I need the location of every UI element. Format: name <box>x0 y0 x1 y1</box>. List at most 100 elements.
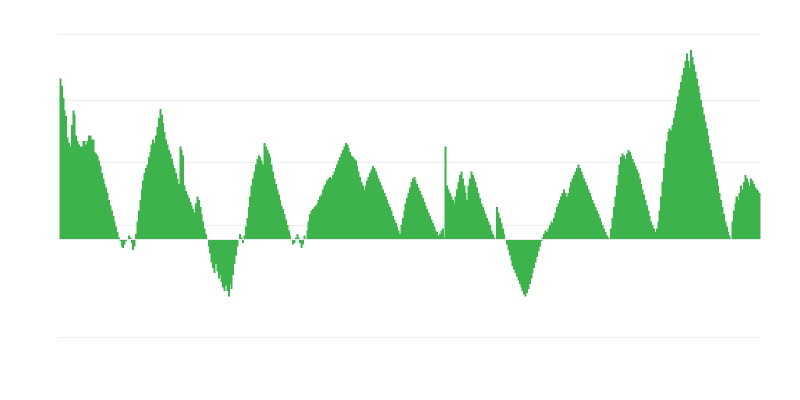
data-bar <box>588 192 591 240</box>
data-bar <box>87 135 90 240</box>
data-bar <box>493 237 496 240</box>
data-bar <box>680 82 683 240</box>
data-bar <box>162 123 165 240</box>
data-bar <box>293 239 296 243</box>
data-bar <box>159 108 162 240</box>
data-bar <box>125 239 128 241</box>
data-bar <box>528 239 531 284</box>
data-bar <box>284 219 287 240</box>
data-bar <box>486 217 489 240</box>
data-bar <box>578 167 581 240</box>
data-bar <box>453 203 456 240</box>
data-bar <box>223 239 226 291</box>
data-bar <box>731 221 734 240</box>
data-bar <box>239 233 242 240</box>
data-bar <box>349 151 352 240</box>
data-bar <box>484 214 487 240</box>
data-bar <box>652 228 656 240</box>
data-bar <box>601 224 604 240</box>
data-bar <box>658 210 661 240</box>
data-bar <box>727 232 730 240</box>
data-bar <box>186 194 189 240</box>
data-bar <box>184 191 188 240</box>
data-bar <box>752 183 755 240</box>
data-bar <box>313 207 316 240</box>
data-bar <box>718 192 721 240</box>
data-bar <box>307 221 310 240</box>
data-bar <box>199 207 202 240</box>
data-bar <box>467 185 470 240</box>
data-bar <box>120 239 123 247</box>
data-bar <box>664 153 667 240</box>
data-bar <box>130 239 133 243</box>
data-bar <box>605 235 608 240</box>
data-bar <box>180 149 183 240</box>
data-bar <box>79 146 82 240</box>
data-bar <box>647 210 650 240</box>
data-bar <box>212 239 215 268</box>
data-bar <box>354 160 357 240</box>
data-bar <box>361 185 364 240</box>
data-bar <box>590 196 593 240</box>
data-bar <box>674 110 677 240</box>
data-bar <box>702 114 705 240</box>
data-bar <box>103 183 106 240</box>
data-bar <box>748 185 751 240</box>
data-bar <box>508 239 511 256</box>
data-bar <box>490 230 493 240</box>
data-bar <box>431 223 434 240</box>
data-bar <box>454 196 457 240</box>
data-bar <box>243 235 246 240</box>
data-bar <box>377 178 380 240</box>
data-bar <box>399 233 402 240</box>
data-bar <box>246 217 249 240</box>
data-bar <box>176 178 179 240</box>
data-bar <box>643 194 646 240</box>
data-bar <box>123 239 126 245</box>
data-bar <box>262 164 265 240</box>
data-bar <box>573 174 576 240</box>
data-bar <box>705 128 708 240</box>
data-bar <box>309 214 312 240</box>
data-bar <box>280 205 283 240</box>
data-bar <box>488 224 491 240</box>
data-bar <box>220 239 223 283</box>
data-bar <box>89 135 92 240</box>
data-bar <box>83 141 86 240</box>
data-bar <box>521 239 524 291</box>
data-bar <box>447 189 450 240</box>
data-bar <box>633 162 636 240</box>
data-bar <box>85 144 88 240</box>
data-bar <box>339 157 342 240</box>
data-bar <box>440 230 443 240</box>
data-bar <box>537 239 540 252</box>
data-bar <box>272 171 275 240</box>
data-bar <box>584 182 587 240</box>
data-bar <box>115 226 118 240</box>
data-bar <box>277 194 280 240</box>
data-bar <box>404 203 407 240</box>
data-bar <box>473 178 476 240</box>
data-bar <box>175 173 178 240</box>
data-bar <box>634 166 637 240</box>
data-bar <box>376 174 379 240</box>
data-bar <box>487 221 490 240</box>
data-bar <box>240 237 243 240</box>
data-bar <box>150 144 153 240</box>
data-bar <box>595 210 598 240</box>
data-bar <box>535 239 539 258</box>
data-bar <box>289 235 292 240</box>
data-bar <box>691 57 694 240</box>
data-bar <box>242 239 245 243</box>
data-bar <box>754 187 757 240</box>
data-bar <box>591 199 594 240</box>
data-bar <box>688 67 691 240</box>
data-bar <box>507 239 510 250</box>
data-bar <box>116 232 119 240</box>
data-bar <box>458 174 461 240</box>
data-bar <box>217 239 220 279</box>
data-bar <box>747 182 750 240</box>
data-bar <box>548 224 551 240</box>
data-bar <box>611 217 614 240</box>
data-bar <box>369 173 372 240</box>
